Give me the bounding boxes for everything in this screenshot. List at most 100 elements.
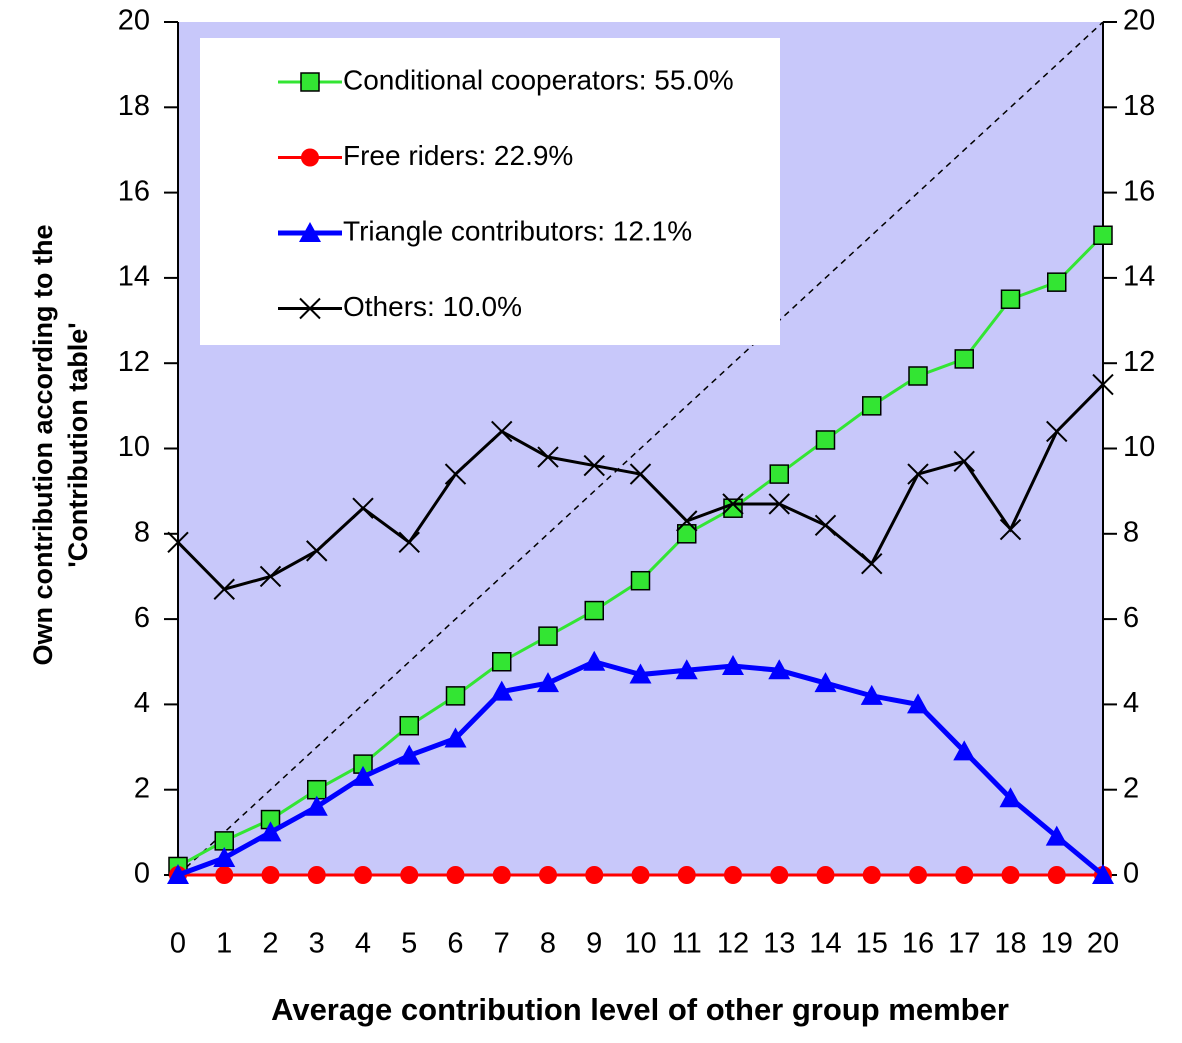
y2-tick-label: 10 — [1123, 431, 1155, 463]
marker — [585, 866, 604, 884]
y-tick-label: 14 — [118, 261, 150, 293]
marker — [723, 498, 743, 518]
marker — [492, 652, 512, 672]
y2-tick-label: 16 — [1123, 175, 1155, 207]
marker — [909, 866, 927, 884]
y2-tick-label: 18 — [1123, 90, 1155, 122]
marker — [538, 626, 558, 646]
marker — [1001, 866, 1020, 884]
marker — [770, 866, 789, 884]
marker — [1000, 289, 1021, 309]
legend-box — [200, 38, 780, 345]
marker — [1045, 825, 1068, 846]
y2-tick-label: 0 — [1123, 858, 1139, 890]
marker — [537, 672, 559, 693]
reference-diagonal — [177, 21, 1104, 876]
marker — [631, 866, 650, 884]
x-tick-label: 16 — [902, 928, 934, 960]
marker — [299, 297, 321, 320]
x-tick-label: 15 — [856, 928, 888, 960]
marker — [307, 866, 326, 884]
marker — [445, 686, 466, 706]
marker — [215, 866, 234, 884]
marker — [400, 866, 419, 884]
legend-label: Free riders: 22.9% — [343, 140, 573, 171]
marker — [953, 450, 975, 473]
marker — [583, 454, 605, 477]
marker — [491, 420, 513, 443]
marker — [213, 578, 235, 600]
marker — [213, 846, 236, 867]
marker — [629, 463, 652, 485]
y-axis-label: Own contribution according to the — [28, 225, 58, 666]
marker — [259, 565, 282, 588]
marker — [814, 672, 837, 693]
x-tick-label: 17 — [948, 928, 980, 960]
marker — [999, 787, 1022, 808]
y-tick-label: 4 — [134, 687, 150, 719]
y-tick-label: 18 — [118, 90, 150, 122]
y-tick-label: 2 — [134, 772, 150, 804]
x-tick-label: 11 — [672, 928, 702, 960]
marker — [907, 693, 929, 714]
y2-tick-label: 14 — [1123, 261, 1155, 293]
marker — [299, 222, 321, 242]
marker — [862, 396, 882, 416]
y-tick-label: 0 — [134, 858, 150, 890]
marker — [167, 531, 189, 554]
marker — [492, 866, 511, 884]
marker — [861, 552, 883, 575]
x-tick-label: 13 — [763, 928, 795, 960]
marker — [398, 744, 421, 765]
y-tick-label: 6 — [134, 602, 150, 634]
y-tick-label: 20 — [118, 5, 150, 37]
marker — [862, 866, 881, 884]
marker — [354, 866, 372, 884]
x-tick-label: 14 — [809, 928, 841, 960]
marker — [722, 655, 744, 676]
x-tick-label: 20 — [1087, 928, 1119, 960]
marker — [677, 866, 696, 884]
marker — [1092, 373, 1114, 396]
y2-tick-label: 6 — [1123, 602, 1139, 634]
marker — [490, 680, 513, 701]
marker — [676, 510, 698, 532]
y-tick-label: 8 — [134, 516, 150, 548]
marker — [1046, 420, 1068, 443]
y2-tick-label: 20 — [1123, 5, 1155, 37]
x-tick-label: 2 — [262, 928, 278, 960]
marker — [908, 366, 928, 386]
marker — [814, 514, 837, 536]
marker — [259, 821, 282, 842]
marker — [1047, 272, 1067, 292]
x-tick-label: 10 — [624, 928, 656, 960]
marker — [629, 663, 652, 684]
marker — [584, 600, 604, 621]
x-tick-label: 4 — [355, 928, 371, 960]
marker — [955, 866, 974, 884]
marker — [769, 464, 789, 484]
y2-tick-label: 4 — [1123, 687, 1139, 719]
marker — [167, 864, 189, 884]
marker — [446, 866, 465, 884]
marker — [954, 349, 974, 369]
marker — [301, 148, 319, 167]
y2-tick-label: 2 — [1123, 772, 1139, 804]
x-tick-label: 1 — [216, 928, 232, 960]
marker — [305, 795, 328, 816]
y-tick-label: 12 — [118, 346, 150, 378]
x-axis-label: Average contribution level of other grou… — [271, 992, 1009, 1027]
marker — [537, 446, 559, 468]
legend-label: Conditional cooperators: 55.0% — [343, 64, 734, 95]
x-tick-label: 0 — [170, 928, 186, 960]
marker — [768, 493, 790, 515]
x-tick-label: 12 — [717, 928, 749, 960]
marker — [999, 518, 1022, 541]
legend-label: Others: 10.0% — [343, 291, 522, 322]
marker — [860, 684, 883, 705]
x-tick-label: 5 — [401, 928, 417, 960]
marker — [907, 463, 929, 485]
marker — [352, 497, 374, 519]
marker — [815, 430, 836, 450]
marker — [722, 493, 744, 515]
